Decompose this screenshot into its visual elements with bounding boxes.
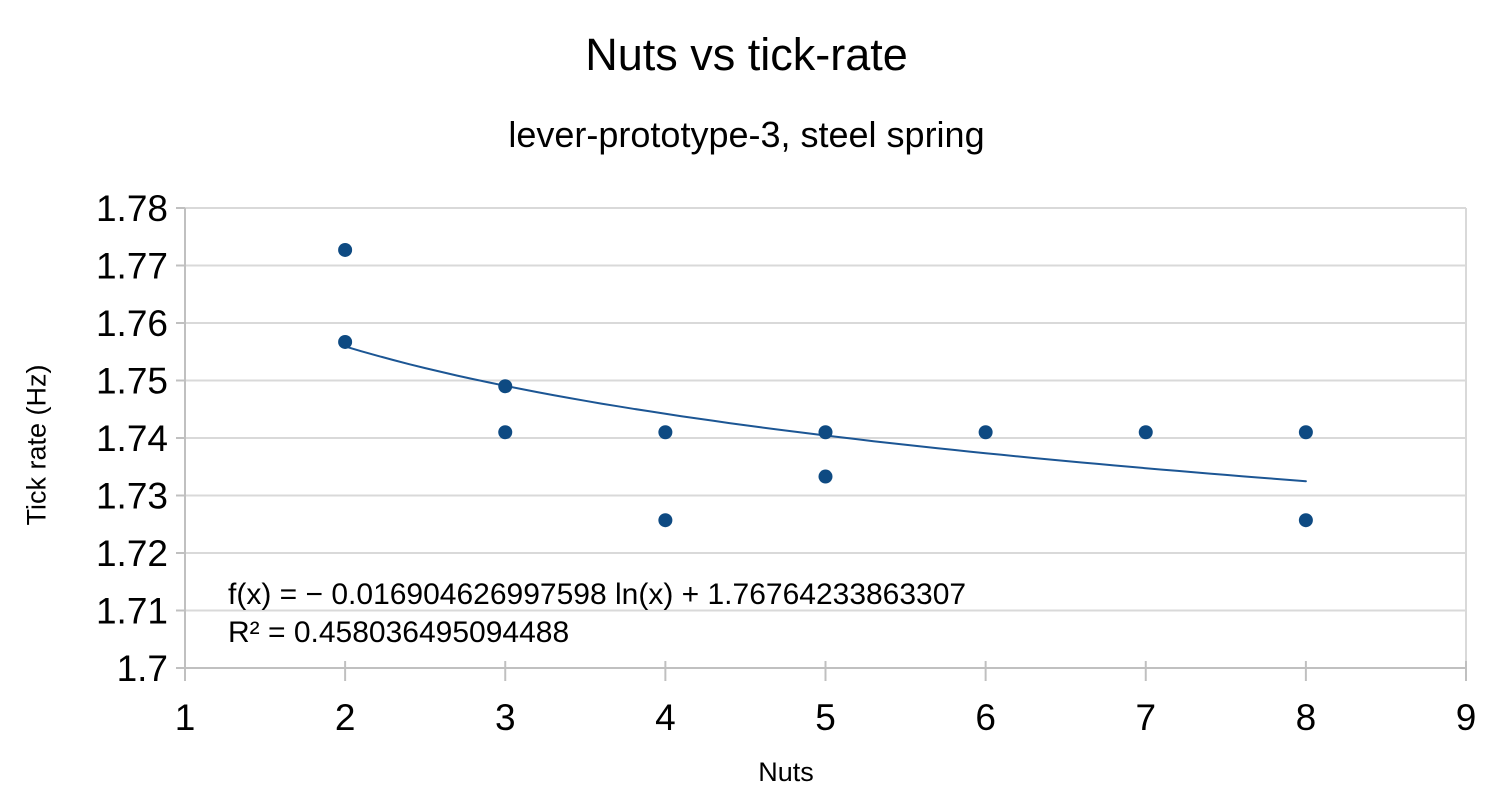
y-tick-label: 1.73	[96, 476, 168, 517]
data-point	[658, 425, 673, 440]
data-point	[338, 242, 353, 257]
trendline-curve	[344, 345, 1307, 483]
data-point	[498, 379, 513, 394]
x-tick-label: 7	[1135, 697, 1156, 738]
y-tick-label: 1.75	[96, 361, 168, 402]
data-point	[1138, 425, 1153, 440]
y-tick-label: 1.78	[96, 188, 168, 229]
y-tick-label: 1.77	[96, 246, 168, 287]
chart-subtitle: lever-prototype-3, steel spring	[508, 114, 985, 155]
data-point	[978, 425, 993, 440]
y-axis-title: Tick rate (Hz)	[21, 364, 52, 526]
data-point	[1298, 425, 1313, 440]
x-tick-label: 2	[335, 697, 356, 738]
x-tick-label: 5	[815, 697, 836, 738]
trendline-r-squared: R² = 0.458036495094488	[228, 616, 570, 649]
x-tick-label: 1	[175, 697, 196, 738]
x-tick-label: 8	[1296, 697, 1317, 738]
trendline-annotation: f(x) = − 0.016904626997598 ln(x) + 1.767…	[228, 576, 966, 652]
x-tick-label: 9	[1456, 697, 1477, 738]
data-point	[658, 513, 673, 528]
data-point	[1298, 513, 1313, 528]
x-axis-title: Nuts	[758, 757, 814, 787]
x-tick-label: 6	[975, 697, 996, 738]
x-tick-label: 4	[655, 697, 676, 738]
y-tick-label: 1.74	[96, 418, 168, 459]
y-tick-label: 1.72	[96, 533, 168, 574]
y-tick-label: 1.7	[117, 648, 168, 689]
data-point	[338, 334, 353, 349]
data-point	[818, 425, 833, 440]
y-tick-label: 1.71	[96, 591, 168, 632]
chart-title: Nuts vs tick-rate	[585, 29, 908, 80]
data-point	[818, 469, 833, 484]
data-point	[498, 425, 513, 440]
x-tick-label: 3	[495, 697, 516, 738]
y-tick-label: 1.76	[96, 303, 168, 344]
trendline-equation: f(x) = − 0.016904626997598 ln(x) + 1.767…	[228, 578, 967, 611]
